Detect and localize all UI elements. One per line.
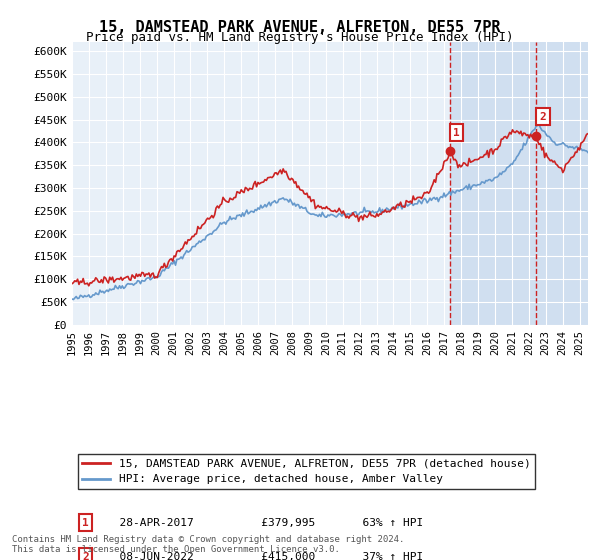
Text: 08-JUN-2022          £415,000       37% ↑ HPI: 08-JUN-2022 £415,000 37% ↑ HPI bbox=[106, 552, 423, 560]
Text: 1: 1 bbox=[453, 128, 460, 138]
Text: 28-APR-2017          £379,995       63% ↑ HPI: 28-APR-2017 £379,995 63% ↑ HPI bbox=[106, 518, 423, 528]
Legend: 15, DAMSTEAD PARK AVENUE, ALFRETON, DE55 7PR (detached house), HPI: Average pric: 15, DAMSTEAD PARK AVENUE, ALFRETON, DE55… bbox=[77, 455, 535, 489]
Text: 2: 2 bbox=[82, 552, 89, 560]
Bar bbox=[449, 42, 588, 325]
Text: 15, DAMSTEAD PARK AVENUE, ALFRETON, DE55 7PR: 15, DAMSTEAD PARK AVENUE, ALFRETON, DE55… bbox=[99, 20, 501, 35]
Text: Contains HM Land Registry data © Crown copyright and database right 2024.
This d: Contains HM Land Registry data © Crown c… bbox=[12, 535, 404, 554]
Text: Price paid vs. HM Land Registry's House Price Index (HPI): Price paid vs. HM Land Registry's House … bbox=[86, 31, 514, 44]
Text: 1: 1 bbox=[82, 518, 89, 528]
Text: 2: 2 bbox=[539, 111, 547, 122]
